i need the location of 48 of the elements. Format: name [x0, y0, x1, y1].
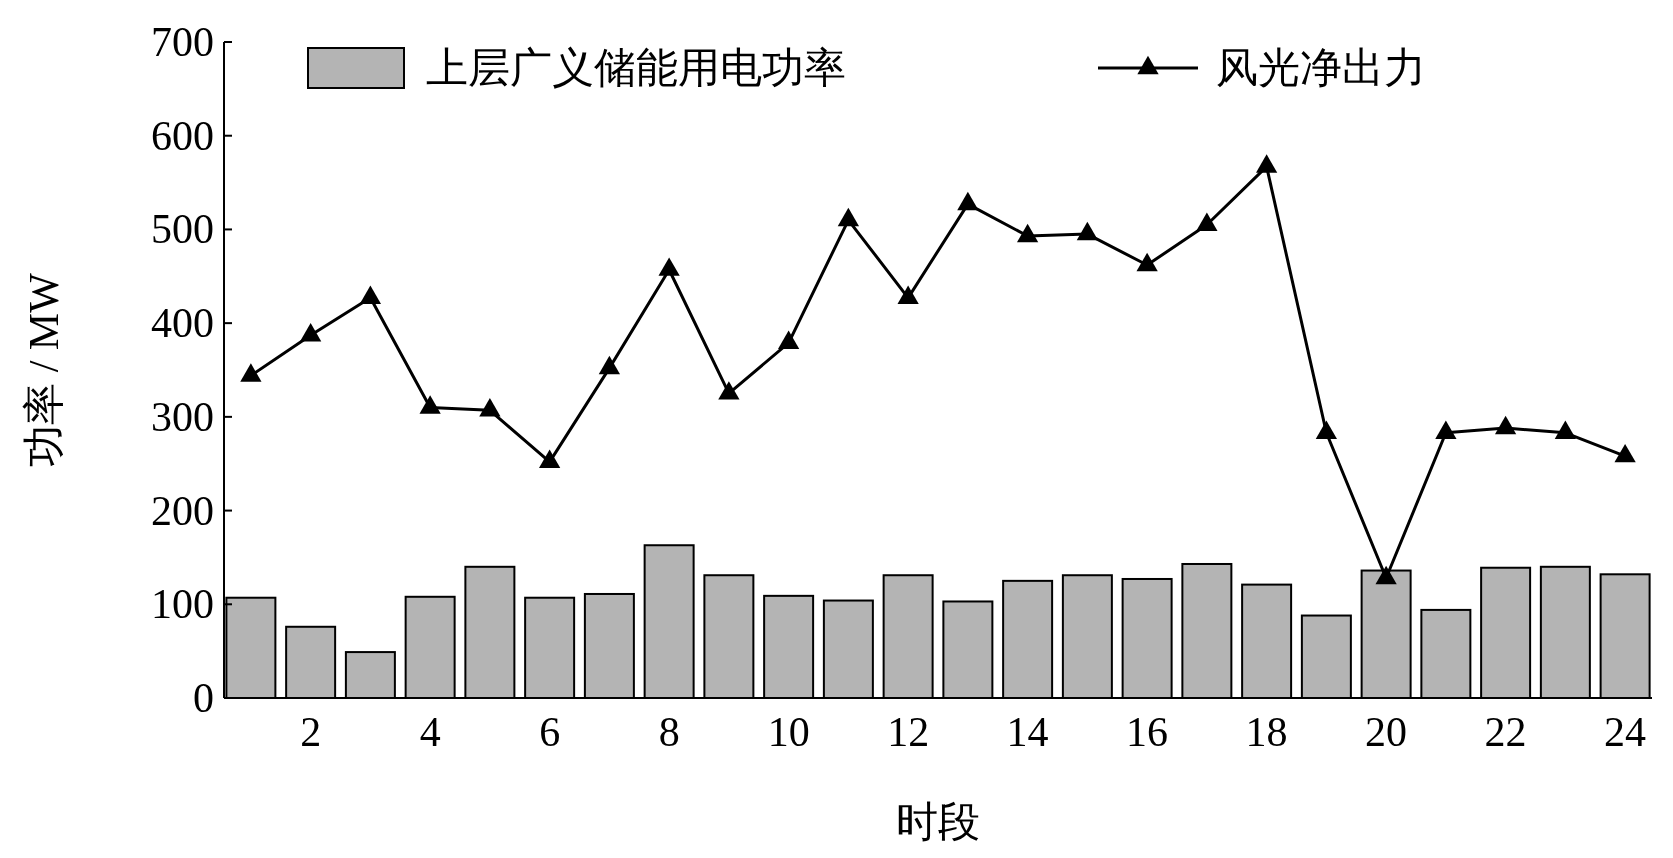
point	[359, 285, 382, 304]
point	[300, 323, 322, 342]
point	[718, 381, 740, 400]
point	[1196, 212, 1218, 231]
x-tick-label: 20	[1365, 709, 1408, 755]
point	[1614, 443, 1636, 463]
x-tick-label: 14	[1006, 709, 1049, 755]
y-tick-label: 200	[151, 487, 214, 534]
point	[479, 398, 501, 417]
legend-label: 风光净出力	[1216, 45, 1426, 91]
x-tick-label: 2	[300, 709, 322, 755]
y-tick-label: 500	[151, 206, 214, 253]
point	[658, 257, 680, 276]
point	[1554, 420, 1576, 439]
point	[1315, 420, 1338, 439]
y-tick-label: 0	[193, 675, 214, 721]
y-tick-label: 700	[151, 19, 214, 65]
point	[538, 449, 561, 468]
y-tick-label: 100	[151, 581, 214, 628]
x-tick-label: 10	[767, 709, 810, 755]
point	[1016, 223, 1039, 243]
x-tick-label: 8	[658, 709, 680, 755]
x-axis-title: 时段	[896, 799, 980, 845]
point	[1076, 221, 1099, 241]
x-tick-label: 6	[539, 709, 561, 755]
legend-label: 上层广义储能用电功率	[426, 45, 846, 91]
x-tick-label: 16	[1126, 709, 1169, 755]
y-axis-title: 功率 / MW	[21, 272, 67, 467]
point	[1136, 252, 1158, 272]
point	[1435, 420, 1457, 439]
point	[957, 191, 979, 211]
point	[240, 363, 262, 382]
point	[1494, 415, 1517, 435]
x-tick-label: 18	[1245, 709, 1288, 755]
x-tick-label: 22	[1484, 709, 1527, 755]
x-tick-label: 4	[419, 709, 441, 755]
point	[897, 285, 919, 304]
x-tick-label: 24	[1604, 709, 1647, 755]
point	[837, 207, 860, 227]
point	[419, 395, 441, 414]
point	[777, 330, 800, 349]
point	[598, 355, 621, 375]
point	[1255, 154, 1278, 173]
y-tick-label: 600	[151, 112, 214, 159]
point	[1375, 565, 1397, 585]
x-tick-label: 12	[887, 709, 930, 755]
y-tick-label: 400	[151, 300, 214, 347]
y-tick-label: 300	[151, 393, 214, 440]
